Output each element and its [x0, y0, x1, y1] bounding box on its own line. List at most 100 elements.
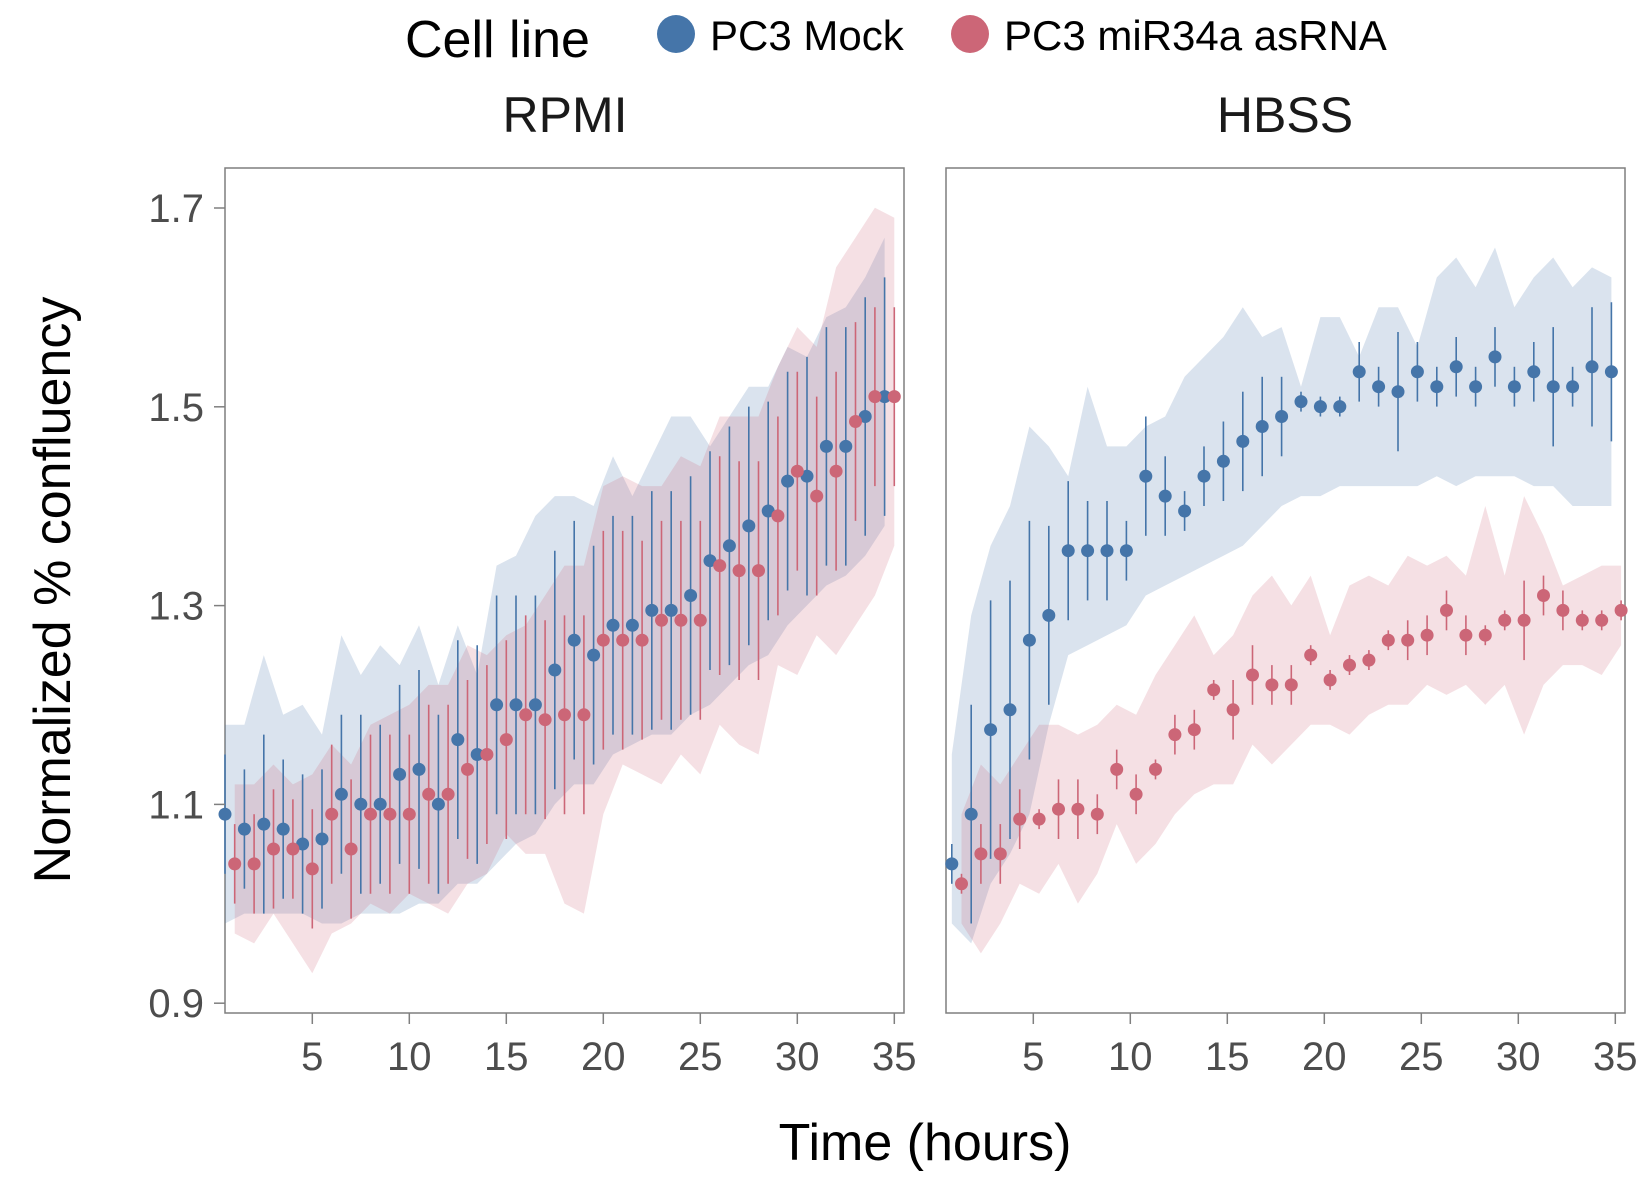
- x-tick-label: 5: [301, 1035, 323, 1079]
- data-point: [1022, 633, 1036, 647]
- data-point: [237, 822, 251, 836]
- data-point: [1352, 365, 1366, 379]
- data-point: [752, 564, 765, 578]
- data-point: [645, 603, 659, 617]
- data-point: [974, 847, 988, 861]
- data-point: [1061, 544, 1075, 558]
- data-point: [878, 390, 892, 404]
- data-point: [1323, 673, 1337, 687]
- data-point: [325, 807, 339, 821]
- panel-hbss-frame: [945, 167, 1626, 1014]
- x-tick-label: 20: [1302, 1035, 1347, 1079]
- facet-label-hbss: HBSS: [1217, 87, 1353, 143]
- data-point: [625, 618, 639, 632]
- data-point: [703, 554, 717, 568]
- data-point: [334, 787, 348, 801]
- x-tick-label: 35: [1593, 1035, 1638, 1079]
- x-tick-label: 15: [1205, 1035, 1250, 1079]
- data-point: [1585, 360, 1599, 374]
- data-point: [771, 509, 785, 523]
- data-point: [1265, 678, 1279, 692]
- data-point: [655, 613, 668, 627]
- data-point: [587, 648, 601, 662]
- data-point: [1420, 628, 1434, 642]
- y-tick-label: 1.3: [148, 585, 204, 629]
- data-point: [829, 464, 843, 478]
- data-point: [1071, 802, 1085, 816]
- data-point: [1090, 807, 1104, 821]
- data-point: [305, 862, 319, 876]
- data-point: [1187, 723, 1201, 737]
- data-point: [1604, 365, 1618, 379]
- x-axis-title: Time (hours): [779, 1114, 1072, 1172]
- data-point: [558, 708, 571, 722]
- data-point: [1469, 380, 1483, 394]
- data-point: [567, 633, 581, 647]
- data-point: [945, 857, 959, 871]
- data-point: [722, 539, 736, 553]
- x-tick-label: 10: [387, 1035, 432, 1079]
- data-point: [1003, 703, 1017, 717]
- y-tick-label: 1.1: [148, 783, 204, 827]
- data-point: [441, 787, 455, 801]
- data-point: [868, 390, 882, 404]
- data-point: [1149, 762, 1162, 776]
- data-point: [1284, 678, 1298, 692]
- data-point: [1381, 633, 1395, 647]
- legend-title: Cell line: [405, 11, 590, 69]
- data-point: [451, 733, 465, 747]
- data-point: [1013, 812, 1027, 826]
- data-point: [1139, 469, 1153, 483]
- data-point: [887, 390, 901, 404]
- y-tick-1.5: 1.5: [148, 386, 225, 430]
- data-point: [616, 633, 630, 647]
- data-point: [1556, 603, 1570, 617]
- data-point: [1391, 385, 1405, 399]
- data-point: [849, 415, 862, 428]
- y-tick-label: 1.7: [148, 187, 204, 231]
- legend-key-mock: [657, 15, 695, 53]
- data-point: [528, 698, 542, 712]
- x-tick-label: 30: [775, 1035, 820, 1079]
- data-point: [1246, 668, 1259, 682]
- y-tick-1.7: 1.7: [148, 187, 225, 231]
- x-tick-label: 20: [581, 1035, 626, 1079]
- data-point: [1410, 365, 1424, 379]
- ribbon-band-mock: [951, 247, 1612, 944]
- x-tick-label: 15: [484, 1035, 529, 1079]
- y-tick-1.3: 1.3: [148, 585, 225, 629]
- data-point: [1372, 380, 1386, 394]
- data-point: [781, 474, 795, 488]
- data-point: [286, 842, 300, 856]
- data-point: [1216, 454, 1230, 468]
- data-point: [315, 832, 329, 846]
- data-point: [470, 748, 484, 761]
- data-point: [1207, 683, 1221, 697]
- data-point: [984, 723, 998, 737]
- data-point: [247, 857, 261, 871]
- x-axis-rpmi: 5 10 15 20 25 30 35: [301, 1013, 917, 1079]
- data-point: [490, 698, 504, 712]
- data-point: [364, 807, 377, 821]
- data-point: [373, 797, 387, 811]
- data-point: [267, 842, 280, 856]
- data-point: [383, 807, 397, 821]
- facet-label-rpmi: RPMI: [503, 87, 628, 143]
- panel-hbss-points: [945, 350, 1628, 891]
- data-point: [1197, 469, 1211, 483]
- y-tick-label: 1.5: [148, 386, 204, 430]
- data-point: [1052, 802, 1065, 816]
- data-point: [1343, 658, 1356, 672]
- data-point: [1401, 633, 1415, 647]
- legend-key-asrna: [951, 15, 989, 53]
- y-axis: 0.9 1.1 1.3 1.5 1.7: [148, 187, 225, 1026]
- data-point: [1517, 613, 1531, 627]
- panel-hbss-bands: [951, 247, 1622, 954]
- data-point: [761, 504, 775, 518]
- panel-hbss: [945, 167, 1628, 1014]
- data-point: [1459, 628, 1473, 642]
- data-point: [606, 618, 620, 632]
- data-point: [1168, 728, 1182, 742]
- data-point: [664, 603, 678, 617]
- data-point: [354, 797, 368, 811]
